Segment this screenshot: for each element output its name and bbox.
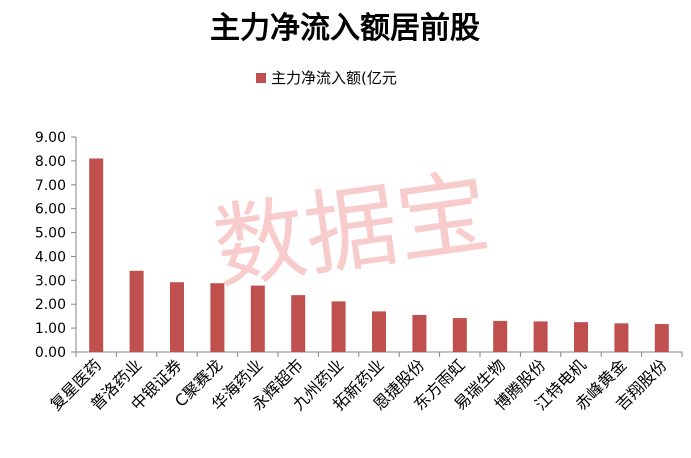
bar [250,285,265,352]
watermark-text: 数据宝 [207,158,495,302]
bar [372,311,386,352]
y-tick-label: 3.00 [35,273,66,289]
y-tick-label: 2.00 [35,297,66,313]
y-tick-label: 8.00 [35,154,66,170]
bar [129,270,144,352]
bar [89,158,104,352]
legend: 主力净流入额(亿元 [256,69,397,87]
bars [89,158,669,352]
bar [331,301,346,352]
bar [170,282,184,352]
y-tick-label: 4.00 [35,249,66,265]
bar [210,283,225,352]
bar [412,314,427,352]
y-tick-label: 5.00 [35,226,66,242]
bar [452,318,467,352]
bar [574,322,588,352]
bar [493,320,508,352]
bar [614,323,629,352]
y-tick-label: 7.00 [35,178,66,194]
chart-title: 主力净流入额居前股 [210,11,480,46]
bar [654,324,669,352]
y-axis-ticks: 0.00 1.00 2.00 3.00 4.00 5.00 6.00 7.00 8.00 9.00 [35,130,76,361]
legend-label: 主力净流入额(亿元 [271,69,397,87]
y-tick-label: 1.00 [35,321,66,337]
x-axis-ticks: 复星医药普洛药业中银证券C聚赛龙华海药业永辉超市九州药业拓新药业恩捷股份东方雨虹… [46,355,670,414]
y-tick-label: 0.00 [35,345,66,361]
bar [291,295,306,352]
y-tick-label: 6.00 [35,202,66,218]
bar [533,321,548,352]
y-tick-label: 9.00 [35,130,66,146]
watermark: 数据宝 [207,158,495,302]
legend-swatch [256,73,266,83]
